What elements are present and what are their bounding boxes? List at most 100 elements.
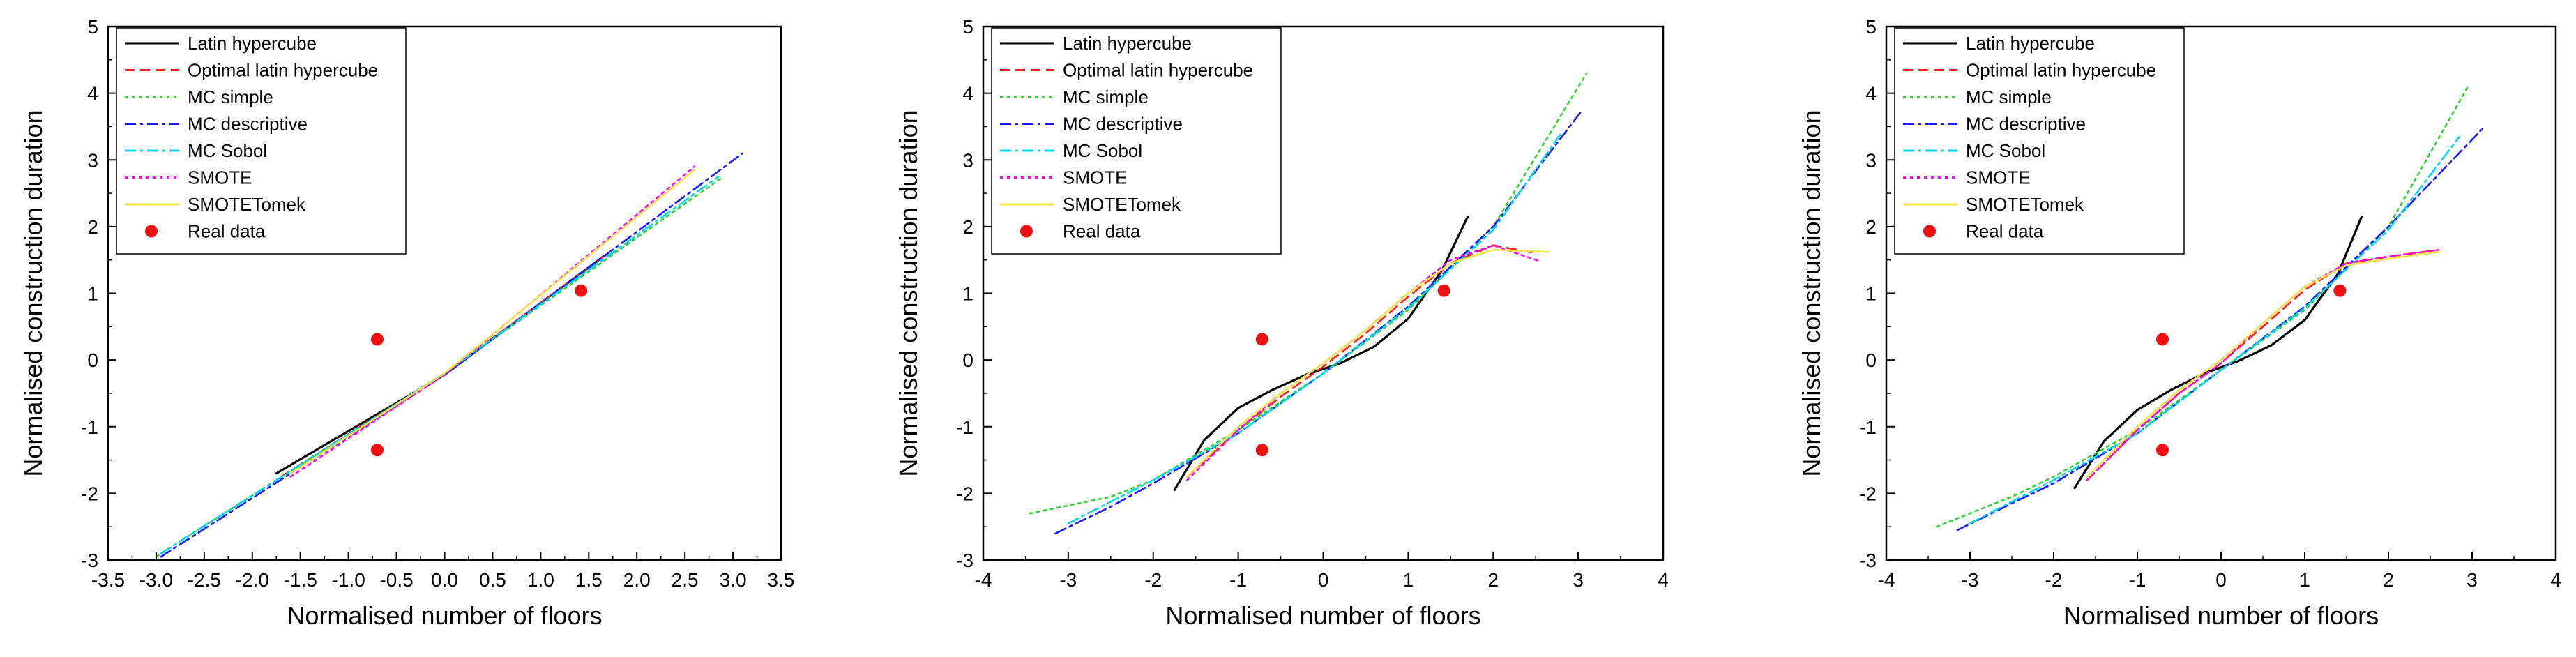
x-tick-label: -0.5 bbox=[379, 569, 413, 591]
series-line-smote bbox=[289, 165, 696, 478]
legend-label: MC simple bbox=[1966, 86, 2052, 107]
legend-label: MC descriptive bbox=[1063, 114, 1183, 135]
y-tick-label: 1 bbox=[1865, 283, 1877, 305]
x-tick-label: -4 bbox=[975, 569, 992, 591]
legend-marker bbox=[1020, 225, 1033, 238]
real-data-point bbox=[371, 444, 384, 457]
x-tick-label: 0 bbox=[2215, 569, 2227, 591]
y-tick-label: -3 bbox=[81, 550, 98, 571]
legend-label: Latin hypercube bbox=[1966, 33, 2095, 54]
series-line-latin-hypercube bbox=[2073, 215, 2363, 490]
y-tick-label: 1 bbox=[962, 283, 973, 305]
x-tick-label: 2 bbox=[1487, 569, 1499, 591]
y-tick-label: 3 bbox=[1865, 149, 1877, 171]
legend-label: SMOTE bbox=[188, 167, 252, 188]
x-tick-label: -1.5 bbox=[284, 569, 317, 591]
y-axis-title: Normalised construction duration bbox=[19, 110, 47, 476]
x-tick-label: 2 bbox=[2383, 569, 2394, 591]
legend-label: MC descriptive bbox=[188, 114, 308, 135]
real-data-point bbox=[371, 333, 384, 346]
y-tick-label: 5 bbox=[962, 16, 973, 38]
x-tick-label: 4 bbox=[2550, 569, 2561, 591]
legend-label: Real data bbox=[188, 221, 266, 242]
y-tick-label: -3 bbox=[1859, 550, 1877, 571]
series-line-mc-simple bbox=[1935, 85, 2469, 528]
x-tick-label: -1.0 bbox=[332, 569, 365, 591]
x-axis-title: Normalised number of floors bbox=[1165, 601, 1480, 630]
legend-label: Optimal latin hypercube bbox=[1966, 60, 2156, 81]
series-line-mc-descriptive bbox=[1054, 109, 1584, 535]
x-axis-title: Normalised number of floors bbox=[287, 601, 602, 630]
y-tick-label: 4 bbox=[962, 83, 973, 105]
y-axis-title: Normalised construction duration bbox=[1797, 110, 1826, 476]
real-data-point bbox=[575, 284, 588, 297]
real-data-point bbox=[2156, 444, 2169, 457]
x-tick-label: 2.5 bbox=[672, 569, 699, 591]
x-tick-label: 3.0 bbox=[720, 569, 747, 591]
legend-label: Latin hypercube bbox=[188, 33, 317, 54]
legend-label: Optimal latin hypercube bbox=[1063, 60, 1253, 81]
x-tick-label: 0.5 bbox=[479, 569, 506, 591]
legend-label: SMOTE bbox=[1063, 167, 1127, 188]
x-tick-label: -4 bbox=[1878, 569, 1895, 591]
legend-label: MC descriptive bbox=[1966, 114, 2086, 135]
legend: Latin hypercube Optimal latin hypercube MC… bbox=[116, 27, 407, 255]
series-line-mc-simple bbox=[1029, 72, 1588, 515]
y-tick-label: -1 bbox=[1859, 416, 1877, 438]
legend-label: Latin hypercube bbox=[1063, 33, 1192, 54]
y-tick-label: 1 bbox=[87, 283, 98, 305]
series-line-smotetomek bbox=[289, 169, 696, 475]
legend-label: MC Sobol bbox=[188, 140, 267, 161]
legend: Latin hypercube Optimal latin hypercube MC… bbox=[1894, 27, 2185, 255]
y-tick-label: 4 bbox=[87, 83, 98, 105]
x-tick-label: 1.5 bbox=[575, 569, 603, 591]
real-data-point bbox=[2156, 333, 2169, 346]
legend-marker bbox=[1923, 225, 1936, 238]
x-tick-label: -3.0 bbox=[139, 569, 173, 591]
y-tick-label: 5 bbox=[1865, 16, 1877, 38]
x-tick-label: 4 bbox=[1658, 569, 1669, 591]
legend-label: MC simple bbox=[1063, 86, 1149, 107]
legend-marker bbox=[145, 225, 158, 238]
series-line-smotetomek bbox=[1186, 248, 1550, 478]
x-tick-label: 3 bbox=[1573, 569, 1584, 591]
series-line-mc-descriptive bbox=[1956, 126, 2486, 531]
series-line-latin-hypercube bbox=[1173, 215, 1469, 492]
x-tick-label: 3 bbox=[2467, 569, 2478, 591]
legend-label: SMOTETomek bbox=[1966, 194, 2084, 215]
x-tick-label: 3.5 bbox=[768, 569, 795, 591]
x-tick-label: -3.5 bbox=[91, 569, 125, 591]
y-tick-label: 3 bbox=[87, 149, 98, 171]
legend-label: SMOTE bbox=[1966, 167, 2030, 188]
legend-label: MC Sobol bbox=[1063, 140, 1142, 161]
legend-label: MC Sobol bbox=[1966, 140, 2045, 161]
y-tick-label: 2 bbox=[87, 216, 98, 238]
real-data-point bbox=[1437, 284, 1450, 297]
x-tick-label: 1 bbox=[1403, 569, 1414, 591]
y-tick-label: -1 bbox=[956, 416, 973, 438]
x-tick-label: -2 bbox=[2045, 569, 2063, 591]
real-data-point bbox=[1255, 333, 1268, 346]
y-tick-label: 0 bbox=[962, 349, 973, 371]
legend-label: Real data bbox=[1966, 221, 2044, 242]
series-line-mc-sobol bbox=[1969, 135, 2461, 524]
series-line-optimal-latin-hypercube bbox=[2086, 248, 2440, 481]
legend: Latin hypercube Optimal latin hypercube MC… bbox=[991, 27, 1282, 255]
y-tick-label: 2 bbox=[962, 216, 973, 238]
y-tick-label: 2 bbox=[1865, 216, 1877, 238]
y-tick-label: -1 bbox=[81, 416, 98, 438]
legend-label: SMOTETomek bbox=[188, 194, 306, 215]
x-tick-label: 0.0 bbox=[431, 569, 458, 591]
x-tick-label: -2 bbox=[1144, 569, 1162, 591]
y-tick-label: 5 bbox=[87, 16, 98, 38]
y-tick-label: -2 bbox=[956, 483, 973, 504]
x-tick-label: -3 bbox=[1059, 569, 1077, 591]
x-tick-label: 1 bbox=[2299, 569, 2310, 591]
legend-label: Optimal latin hypercube bbox=[188, 60, 378, 81]
x-tick-label: -2.5 bbox=[188, 569, 221, 591]
x-axis-title: Normalised number of floors bbox=[2063, 601, 2379, 630]
y-tick-label: 3 bbox=[962, 149, 973, 171]
